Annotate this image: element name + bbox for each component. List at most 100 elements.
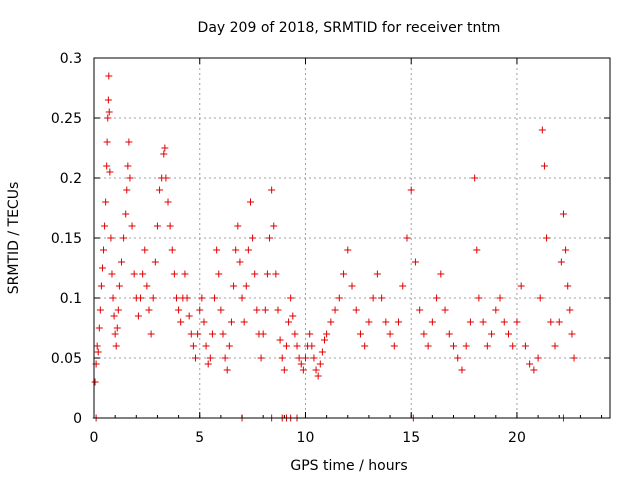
y-axis-ticks: 0 0.05 0.1 0.15 0.2 0.25 0.3 — [51, 51, 610, 427]
data-point — [263, 270, 271, 278]
data-point — [143, 282, 151, 290]
data-point — [213, 246, 221, 254]
data-point — [538, 126, 546, 134]
data-point — [102, 198, 110, 206]
data-point — [543, 234, 551, 242]
data-point — [230, 282, 238, 290]
data-point — [151, 258, 159, 266]
data-point — [306, 330, 314, 338]
data-point — [299, 366, 307, 374]
data-point — [327, 318, 335, 326]
data-point — [181, 270, 189, 278]
data-point — [134, 312, 142, 320]
data-point — [168, 246, 176, 254]
data-point — [308, 342, 316, 350]
data-point — [551, 342, 559, 350]
data-point — [526, 360, 534, 368]
data-point — [95, 324, 103, 332]
data-point — [117, 258, 125, 266]
data-point — [403, 234, 411, 242]
data-point — [91, 378, 99, 386]
data-point — [297, 360, 305, 368]
data-point — [471, 174, 479, 182]
data-points — [91, 72, 578, 422]
data-point — [268, 186, 276, 194]
data-point — [249, 234, 257, 242]
data-point — [517, 282, 525, 290]
data-point — [105, 72, 113, 80]
data-point — [369, 294, 377, 302]
data-point — [540, 162, 548, 170]
data-point — [479, 318, 487, 326]
data-point — [105, 108, 113, 116]
data-point — [373, 270, 381, 278]
data-point — [187, 330, 195, 338]
data-point — [97, 282, 105, 290]
data-point — [280, 366, 288, 374]
data-point — [466, 318, 474, 326]
data-point — [172, 294, 180, 302]
data-point — [101, 222, 109, 230]
data-point — [428, 318, 436, 326]
data-point — [289, 312, 297, 320]
data-point — [98, 264, 106, 272]
data-point — [175, 306, 183, 314]
data-point — [253, 306, 261, 314]
data-point — [194, 330, 202, 338]
y-tick-label: 0.2 — [60, 171, 82, 187]
data-point — [424, 342, 432, 350]
data-point — [103, 162, 111, 170]
data-point — [145, 306, 153, 314]
data-point — [177, 318, 185, 326]
data-point — [244, 246, 252, 254]
data-point — [257, 354, 265, 362]
data-point — [232, 246, 240, 254]
data-point — [310, 354, 318, 362]
data-point — [141, 246, 149, 254]
data-point — [160, 150, 168, 158]
data-point — [564, 282, 572, 290]
data-point — [242, 282, 250, 290]
y-axis-label: SRMTID / TECUs — [6, 182, 22, 295]
data-point — [259, 330, 267, 338]
data-point — [483, 342, 491, 350]
data-point — [240, 318, 248, 326]
data-point — [104, 114, 112, 122]
x-tick-label: 15 — [402, 430, 420, 446]
data-point — [378, 294, 386, 302]
data-point — [454, 354, 462, 362]
x-tick-label: 10 — [297, 430, 315, 446]
data-point — [215, 270, 223, 278]
data-point — [149, 294, 157, 302]
data-point — [196, 306, 204, 314]
data-point — [107, 234, 115, 242]
data-point — [206, 354, 214, 362]
data-point — [108, 270, 116, 278]
x-tick-label: 20 — [508, 430, 526, 446]
data-point — [335, 294, 343, 302]
data-point — [492, 306, 500, 314]
data-point — [568, 330, 576, 338]
data-point — [287, 294, 295, 302]
data-point — [293, 342, 301, 350]
data-point — [386, 330, 394, 338]
data-point — [161, 144, 169, 152]
data-point — [411, 258, 419, 266]
data-point — [395, 318, 403, 326]
data-point — [221, 354, 229, 362]
data-point — [450, 342, 458, 350]
data-point — [96, 306, 104, 314]
y-tick-label: 0.1 — [60, 291, 82, 307]
data-point — [111, 330, 119, 338]
data-point — [321, 336, 329, 344]
data-point — [104, 96, 112, 104]
y-tick-label: 0.05 — [51, 351, 82, 367]
data-point — [227, 318, 235, 326]
data-point — [170, 270, 178, 278]
data-point — [382, 318, 390, 326]
data-point — [344, 246, 352, 254]
data-point — [547, 318, 555, 326]
data-point — [559, 210, 567, 218]
data-point — [509, 342, 517, 350]
